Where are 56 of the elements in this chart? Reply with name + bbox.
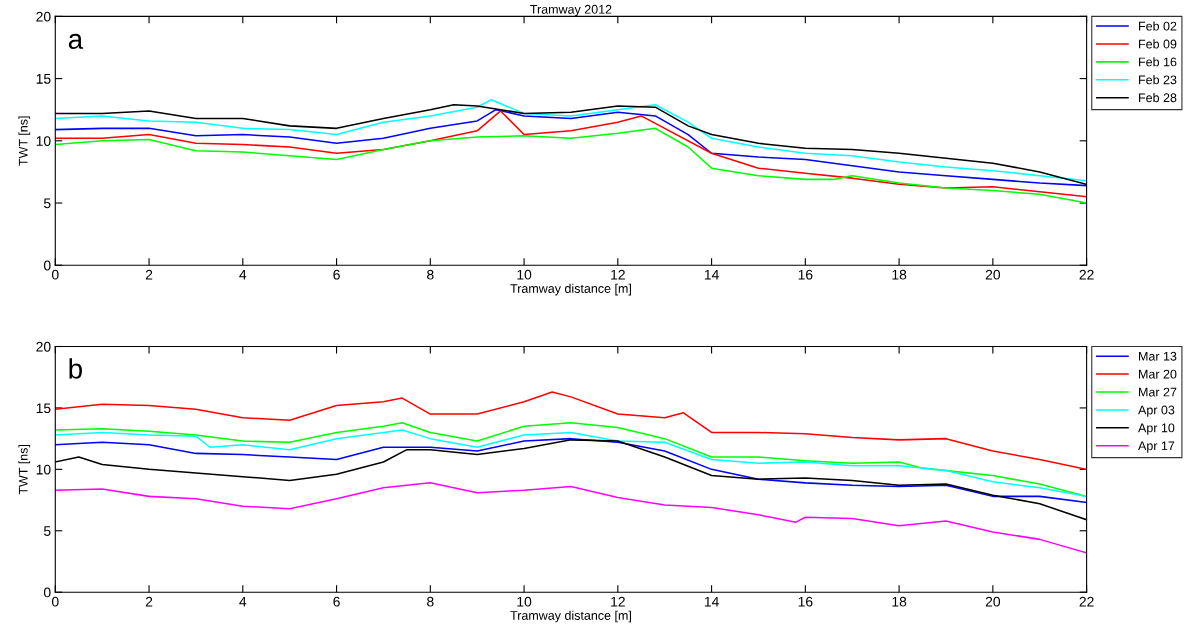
x-tick-label: 0 (51, 269, 59, 280)
line-series (55, 391, 1087, 471)
x-axis-title: Tramway distance [m] (510, 283, 631, 296)
x-tick-label: 2 (145, 269, 153, 280)
y-axis-title: TWT [ns] (18, 116, 31, 166)
y-tick-label: 10 (36, 464, 51, 475)
x-tick-label: 14 (704, 269, 719, 280)
x-tick-label: 18 (892, 596, 907, 607)
legend-label: Feb 02 (1139, 21, 1177, 31)
x-tick-label: 16 (798, 596, 813, 607)
y-tick-label: 15 (36, 74, 51, 84)
x-tick-label: 10 (517, 269, 532, 280)
annotation: a (68, 33, 84, 49)
x-tick-label: 4 (239, 596, 247, 607)
legend-label: Feb 28 (1139, 92, 1177, 103)
y-tick-label: 20 (36, 11, 51, 22)
x-tick-label: 22 (1079, 269, 1094, 280)
x-tick-label: 20 (985, 269, 1001, 280)
x-tick-label: 0 (51, 596, 59, 607)
legend-label: Feb 09 (1139, 39, 1177, 49)
x-tick-label: 18 (892, 269, 907, 280)
legend-label: Mar 27 (1139, 387, 1177, 397)
y-tick-label: 10 (36, 136, 51, 146)
y-tick-label: 0 (43, 587, 51, 598)
x-tick-label: 22 (1079, 596, 1094, 607)
y-tick-label: 0 (43, 260, 51, 271)
legend-label: Mar 20 (1139, 369, 1177, 379)
x-tick-label: 12 (611, 269, 625, 280)
legend-label: Apr 17 (1138, 441, 1175, 453)
y-tick-label: 15 (36, 403, 51, 414)
y-tick-label: 5 (43, 198, 51, 209)
y-tick-label: 20 (36, 341, 51, 352)
y-axis-title: TWT [ns] (18, 445, 31, 495)
line-series (55, 127, 1087, 204)
x-tick-label: 6 (333, 269, 340, 280)
annotation: b (69, 358, 82, 379)
x-tick-label: 4 (239, 269, 247, 280)
x-tick-label: 10 (517, 596, 532, 607)
x-tick-label: 8 (427, 269, 434, 280)
x-tick-label: 20 (985, 596, 1001, 607)
line-series (55, 437, 1087, 504)
legend-label: Feb 23 (1139, 75, 1177, 85)
y-tick-label: 5 (43, 526, 51, 536)
line-series (55, 482, 1087, 554)
legend-label: Mar 13 (1139, 351, 1177, 361)
chart-title: Tramway 2012 (530, 4, 612, 17)
legend-label: Feb 16 (1139, 57, 1177, 67)
legend-label: Apr 03 (1138, 405, 1175, 417)
x-tick-label: 12 (611, 596, 625, 607)
x-tick-label: 8 (427, 596, 434, 607)
x-tick-label: 14 (704, 596, 719, 607)
legend-label: Apr 10 (1138, 423, 1175, 435)
x-tick-label: 2 (145, 596, 153, 607)
x-tick-label: 16 (798, 269, 813, 280)
x-axis-title: Tramway distance [m] (510, 610, 631, 623)
x-tick-label: 6 (333, 596, 340, 607)
